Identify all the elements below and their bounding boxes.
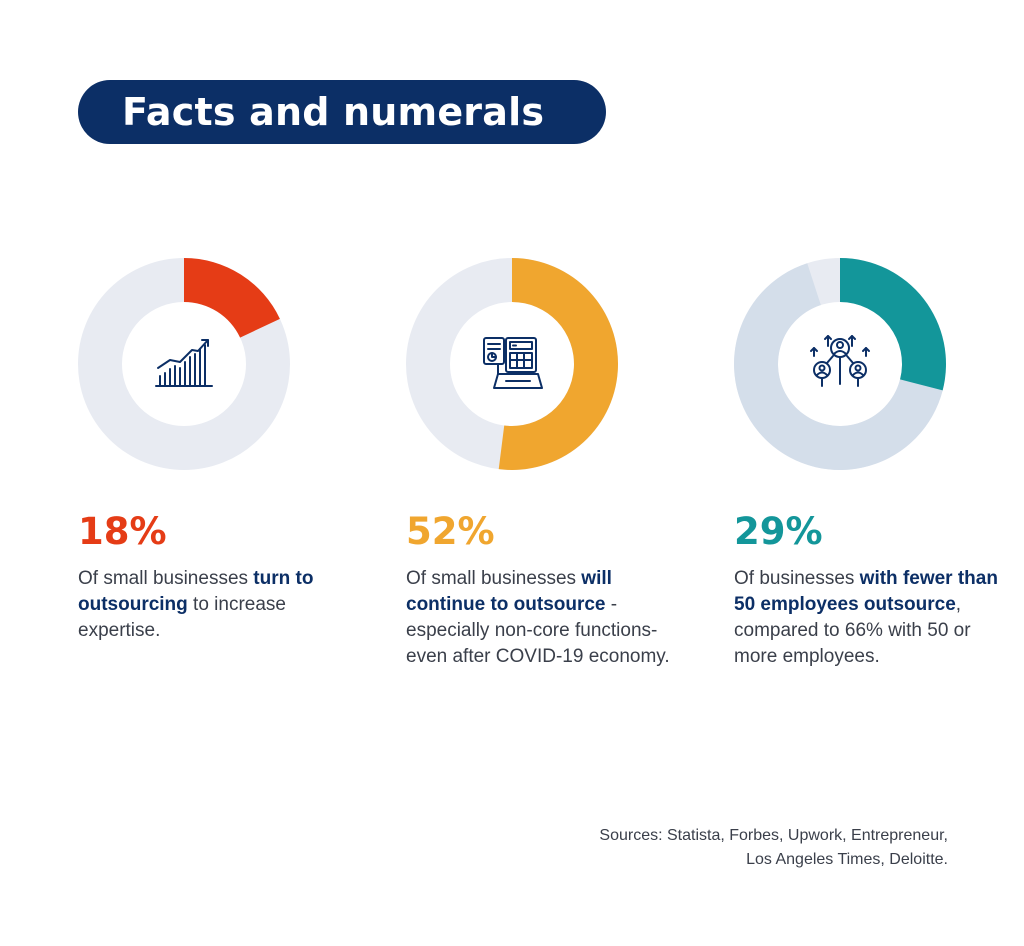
stat-description: Of small businesses will continue to out…	[406, 566, 686, 670]
donut-secondary-slice	[734, 263, 943, 470]
donut-value-slice	[498, 258, 618, 470]
stat-percent: 29%	[734, 510, 823, 553]
stat-text: Of small businesses	[406, 568, 582, 589]
stat-percent: 18%	[78, 510, 167, 553]
stat-text: Of small businesses	[78, 568, 254, 589]
donut-svg	[406, 258, 618, 470]
stat-description: Of small businesses turn to outsourcing …	[78, 566, 358, 644]
stat-text: , compared to 66% with 50 or more employ…	[734, 594, 971, 667]
stat-emphasis: turn to outsourcing	[78, 568, 314, 615]
stat-column-continue-outsourcing: 52% Of small businesses will continue to…	[406, 258, 686, 670]
donut-chart	[406, 258, 618, 470]
title-banner: Facts and numerals	[78, 80, 606, 144]
sources-line-2: Los Angeles Times, Deloitte.	[746, 851, 948, 868]
sources-note: Sources: Statista, Forbes, Upwork, Entre…	[599, 824, 948, 872]
team-network-icon	[810, 335, 870, 387]
stat-description: Of businesses with fewer than 50 employe…	[734, 566, 1014, 670]
donut-value-slice	[184, 258, 280, 338]
donut-value-slice	[840, 258, 946, 391]
stat-emphasis: will continue to outsource	[406, 568, 612, 615]
sources-line-1: Sources: Statista, Forbes, Upwork, Entre…	[599, 827, 948, 844]
donut-chart	[78, 258, 290, 470]
donut-svg	[734, 258, 946, 470]
stat-text: Of businesses	[734, 568, 860, 589]
donut-svg	[78, 258, 290, 470]
stat-text: to increase expertise.	[78, 594, 287, 641]
stat-text: -especially non-core functions- even aft…	[406, 594, 670, 667]
growth-chart-icon	[155, 339, 213, 387]
stat-column-small-business-outsource: 29% Of businesses with fewer than 50 emp…	[734, 258, 1014, 670]
calculator-documents-icon	[483, 337, 543, 389]
stat-column-outsourcing-expertise: 18% Of small businesses turn to outsourc…	[78, 258, 358, 644]
page-title: Facts and numerals	[122, 90, 545, 134]
stat-percent: 52%	[406, 510, 495, 553]
stat-emphasis: with fewer than 50 employees outsource	[734, 568, 998, 615]
donut-chart	[734, 258, 946, 470]
